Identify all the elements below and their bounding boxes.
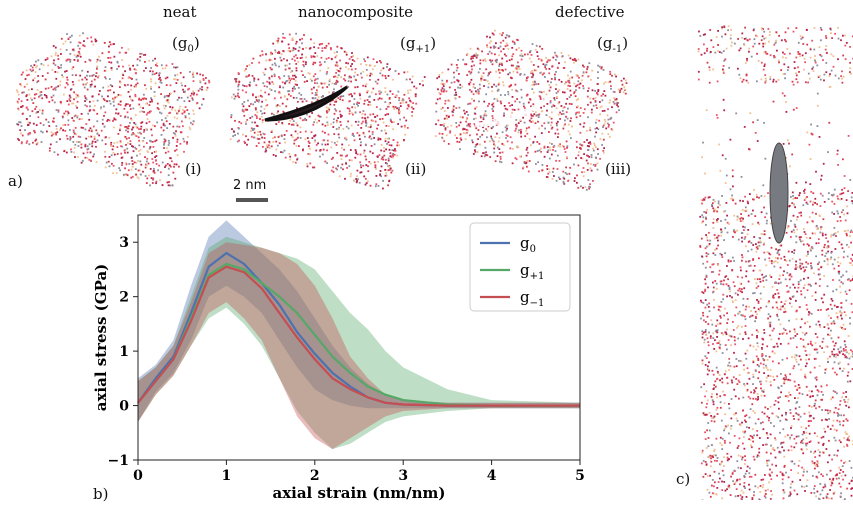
x-axis-label: axial strain (nm/nm) — [272, 484, 445, 502]
x-tick-label: 1 — [222, 468, 232, 484]
sample-symbol-defective: (g-1) — [597, 34, 629, 55]
sample-symbol-neat: (g0) — [172, 34, 200, 55]
series-lines — [137, 251, 580, 407]
band-g-1 — [138, 242, 580, 450]
sample-name-defective: defective — [555, 3, 625, 21]
sample-roman-i: (i) — [185, 160, 202, 178]
x-tick-label: 3 — [398, 468, 408, 484]
y-tick-label: −1 — [108, 453, 129, 469]
atoms — [434, 29, 628, 191]
panel-c-label: c) — [676, 470, 691, 488]
atom-cloud-nanocomposite — [229, 32, 426, 190]
void-crack — [474, 91, 557, 128]
x-ticks: 0 1 2 3 4 5 — [133, 460, 585, 484]
y-ticks: −1 0 1 2 3 — [108, 235, 138, 469]
sample-name-neat: neat — [163, 3, 197, 21]
plot-frame — [137, 214, 581, 461]
scalebar-label: 2 nm — [233, 178, 267, 193]
x-tick-label: 4 — [487, 468, 497, 484]
x-tick-label: 2 — [310, 468, 320, 484]
sample-roman-iii: (iii) — [605, 160, 632, 178]
sample-name-nanocomposite: nanocomposite — [298, 3, 413, 21]
y-tick-label: 0 — [119, 399, 129, 415]
atom-cloud-defective — [434, 29, 628, 191]
atoms — [697, 25, 853, 500]
inclusion-platelet — [769, 142, 789, 244]
scalebar — [236, 198, 268, 202]
line-g-1 — [137, 265, 580, 407]
sample-roman-ii: (ii) — [405, 160, 427, 178]
x-tick-label: 0 — [133, 468, 143, 484]
x-tick-label: 5 — [575, 468, 585, 484]
atoms — [229, 32, 426, 190]
y-tick-label: 3 — [119, 235, 129, 251]
y-tick-label: 1 — [119, 344, 129, 360]
band-g0 — [138, 220, 580, 422]
y-axis-label: axial stress (GPa) — [92, 264, 110, 412]
atom-column-strained — [697, 25, 853, 500]
legend-box — [469, 222, 571, 312]
legend: g0g+1g−1 — [469, 222, 571, 312]
uncertainty-bands — [138, 220, 580, 450]
inclusion-platelet — [264, 85, 348, 122]
y-tick-label: 2 — [119, 290, 129, 306]
panel-a-label: a) — [8, 172, 23, 190]
panel-b-label: b) — [93, 485, 109, 503]
band-g+1 — [138, 236, 580, 450]
atoms — [16, 32, 211, 187]
atom-cloud-neat — [16, 32, 211, 187]
sample-symbol-nanocomposite: (g+1) — [400, 34, 437, 55]
